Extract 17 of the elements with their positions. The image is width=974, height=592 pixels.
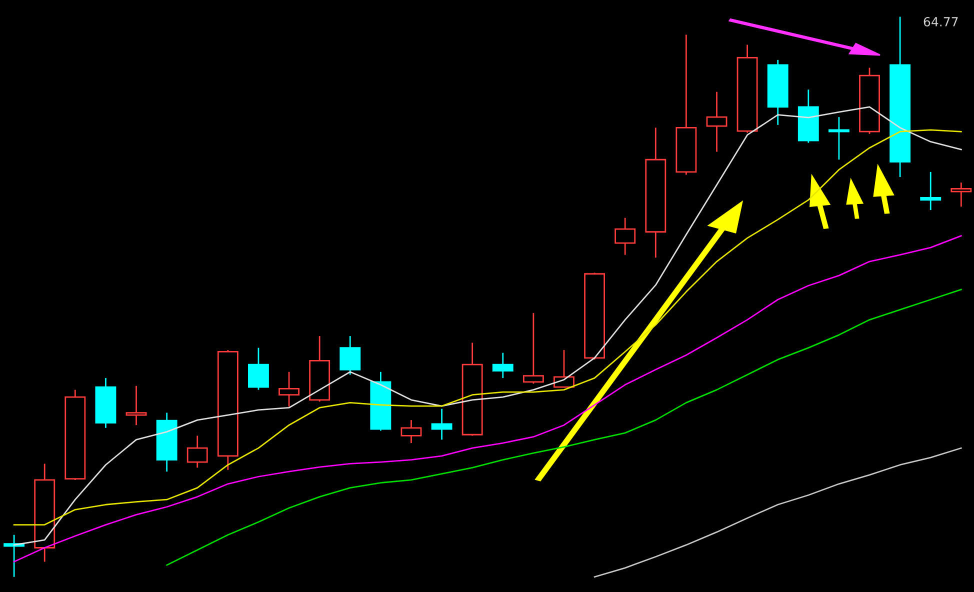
- candlestick: [278, 371, 300, 408]
- candlestick: [767, 59, 788, 126]
- candlestick: [431, 408, 452, 440]
- candlestick: [400, 419, 422, 444]
- candlestick: [95, 377, 116, 429]
- candlestick: [890, 16, 911, 178]
- annotation: 64.77: [924, 17, 958, 26]
- candlestick: [156, 412, 178, 472]
- candlestick: [645, 127, 666, 258]
- candlestick: [492, 352, 514, 379]
- candlestick: [126, 385, 147, 426]
- candlestick: [950, 182, 972, 208]
- candlestick: [614, 217, 636, 256]
- candlestick: [34, 463, 56, 562]
- candlestick: [706, 91, 728, 152]
- candlestick: [920, 171, 942, 211]
- candlestick: [828, 116, 850, 160]
